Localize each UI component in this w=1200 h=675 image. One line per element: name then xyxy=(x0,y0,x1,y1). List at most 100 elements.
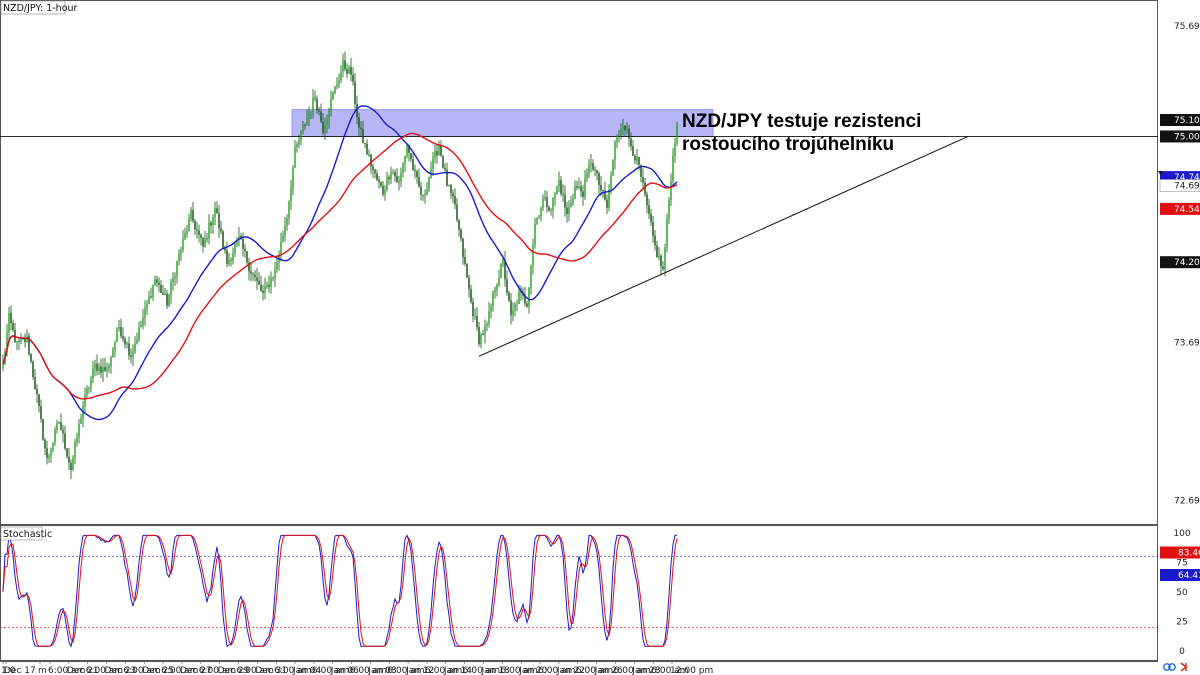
x-tick-label: 6:00 am xyxy=(161,666,198,675)
candle xyxy=(346,63,348,79)
x-tick-label: Jan 12 xyxy=(405,666,434,675)
candle xyxy=(282,230,284,243)
candle xyxy=(40,399,42,423)
candle xyxy=(388,174,390,185)
resistance-zone[interactable] xyxy=(291,109,714,137)
candle xyxy=(616,134,618,149)
candle xyxy=(418,168,420,188)
stochastic-tick-label: 100 xyxy=(1173,529,1190,539)
candle xyxy=(486,321,488,332)
candle xyxy=(484,319,486,344)
candle xyxy=(236,237,238,248)
ascending-trendline[interactable] xyxy=(478,135,969,357)
candle xyxy=(146,299,148,315)
candle xyxy=(436,143,438,164)
candle xyxy=(504,250,506,287)
candle xyxy=(582,184,584,206)
candle xyxy=(638,156,640,171)
candle xyxy=(662,261,664,271)
candle xyxy=(596,169,598,181)
candle xyxy=(30,353,32,364)
candle xyxy=(496,283,498,297)
candle xyxy=(248,257,250,281)
candle xyxy=(220,220,222,235)
candle xyxy=(670,173,672,206)
candle xyxy=(328,107,330,129)
candle xyxy=(446,162,448,187)
candle xyxy=(332,90,334,100)
candle xyxy=(378,175,380,189)
candle xyxy=(552,197,554,219)
candle xyxy=(66,447,68,459)
candle xyxy=(200,233,202,246)
candle xyxy=(458,219,460,237)
candle xyxy=(324,117,326,141)
stochastic-pane[interactable] xyxy=(0,525,1158,661)
y-tick-label: 73.698 xyxy=(1174,338,1200,348)
x-tick-label: 6:00 am xyxy=(350,666,387,675)
candle xyxy=(72,455,74,471)
stochastic-tick-label: 25 xyxy=(1176,618,1187,628)
candle xyxy=(12,319,14,332)
candle xyxy=(50,447,52,463)
candle xyxy=(546,190,548,213)
x-tick-label: m xyxy=(38,666,47,675)
candle xyxy=(602,189,604,199)
x-tick-label: Dec 23 xyxy=(105,666,137,675)
candle xyxy=(128,336,130,360)
candle xyxy=(18,337,20,350)
candle xyxy=(74,438,76,465)
candle xyxy=(412,152,414,171)
x-tick-label: 6:00 am xyxy=(387,666,424,675)
candle xyxy=(530,264,532,295)
candle xyxy=(258,271,260,285)
candle xyxy=(70,459,72,480)
candle xyxy=(584,169,586,200)
candle xyxy=(238,227,240,247)
candle xyxy=(636,149,638,166)
candle xyxy=(528,287,530,314)
link-icon[interactable] xyxy=(1163,663,1176,671)
arrow-right-icon[interactable] xyxy=(1180,662,1188,672)
candle xyxy=(76,432,78,447)
candle xyxy=(632,139,634,157)
candle xyxy=(62,424,64,443)
candle xyxy=(540,206,542,222)
candle xyxy=(556,185,558,195)
candle xyxy=(108,363,110,373)
candle xyxy=(550,207,552,216)
x-tick-label: Dec 29 xyxy=(218,666,250,675)
candle xyxy=(426,182,428,196)
candle xyxy=(608,184,610,212)
candle xyxy=(176,260,178,284)
candle xyxy=(24,333,26,348)
svg-text:74.743: 74.743 xyxy=(1174,173,1200,183)
candle xyxy=(208,214,210,245)
candle xyxy=(658,247,660,261)
candle xyxy=(270,271,272,294)
x-tick-label: 6:00 am xyxy=(576,666,613,675)
svg-text:74.542: 74.542 xyxy=(1174,205,1200,215)
candle xyxy=(28,333,30,357)
candle xyxy=(134,336,136,355)
candle xyxy=(402,162,404,178)
candle xyxy=(142,308,144,330)
candle xyxy=(156,275,158,288)
candle xyxy=(572,193,574,206)
candle xyxy=(42,418,44,442)
candle xyxy=(192,202,194,224)
candle xyxy=(454,188,456,210)
stochastic-title: Stochastic xyxy=(3,529,52,540)
candle xyxy=(554,192,556,206)
candle xyxy=(630,132,632,151)
candle xyxy=(34,368,36,390)
candle xyxy=(396,168,398,184)
candle xyxy=(600,175,602,197)
candle xyxy=(122,327,124,343)
candle xyxy=(646,191,648,214)
candle xyxy=(464,248,466,267)
candle xyxy=(336,77,338,90)
y-tick-label: 75.698 xyxy=(1174,22,1200,32)
price-pane[interactable] xyxy=(0,0,1158,525)
